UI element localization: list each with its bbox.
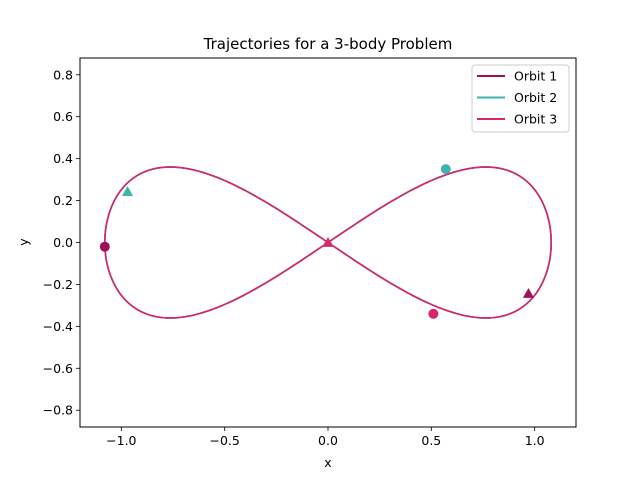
x-tick-label: 0.0 [318,433,338,448]
legend-box [471,64,570,133]
y-tick-label: −0.4 [43,319,73,334]
plot-area [99,164,552,319]
y-tick-label: 0.0 [53,235,73,250]
x-tick-label: 1.0 [525,433,545,448]
x-tick-label: 0.5 [421,433,441,448]
y-tick-label: −0.2 [43,277,73,292]
y-tick-label: −0.6 [43,361,73,376]
orbit-2-start-marker [122,186,134,196]
y-tick-label: 0.8 [53,67,73,82]
orbit-3-end-marker [428,308,439,319]
axis-ticks: −1.0 −0.5 0.0 0.5 1.0 −0.8 −0.6 −0.4 −0.2 0.0 0.2 0… [43,67,545,448]
orbit-2-end-marker [440,164,451,175]
y-axis-label: y [16,238,31,246]
y-tick-label: 0.6 [53,109,73,124]
x-tick-label: −1.0 [106,433,136,448]
orbit-1-end-marker [99,241,110,252]
legend-label: Orbit 2 [514,90,557,105]
y-tick-label: −0.8 [43,403,73,418]
y-tick-label: 0.2 [53,193,73,208]
chart-title: Trajectories for a 3-body Problem [203,35,453,53]
legend: Orbit 1 Orbit 2 Orbit 3 [471,64,570,133]
orbit-1-start-marker [522,287,534,298]
x-axis-label: x [324,455,331,470]
legend-label: Orbit 3 [514,112,557,127]
legend-label: Orbit 1 [514,69,557,84]
orbit-3-start-marker [322,237,334,247]
x-tick-label: −0.5 [209,433,239,448]
y-tick-label: 0.4 [53,151,73,166]
